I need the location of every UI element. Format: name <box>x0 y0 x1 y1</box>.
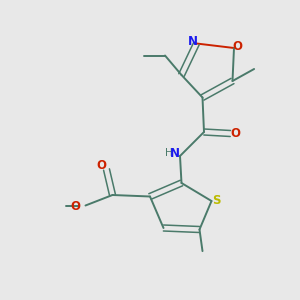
Text: O: O <box>232 40 243 53</box>
Text: O: O <box>96 159 106 172</box>
Text: O: O <box>230 127 240 140</box>
Text: N: N <box>188 35 198 49</box>
Text: O: O <box>70 200 80 213</box>
Text: N: N <box>169 146 180 160</box>
Text: H: H <box>165 148 172 158</box>
Text: S: S <box>212 194 220 207</box>
